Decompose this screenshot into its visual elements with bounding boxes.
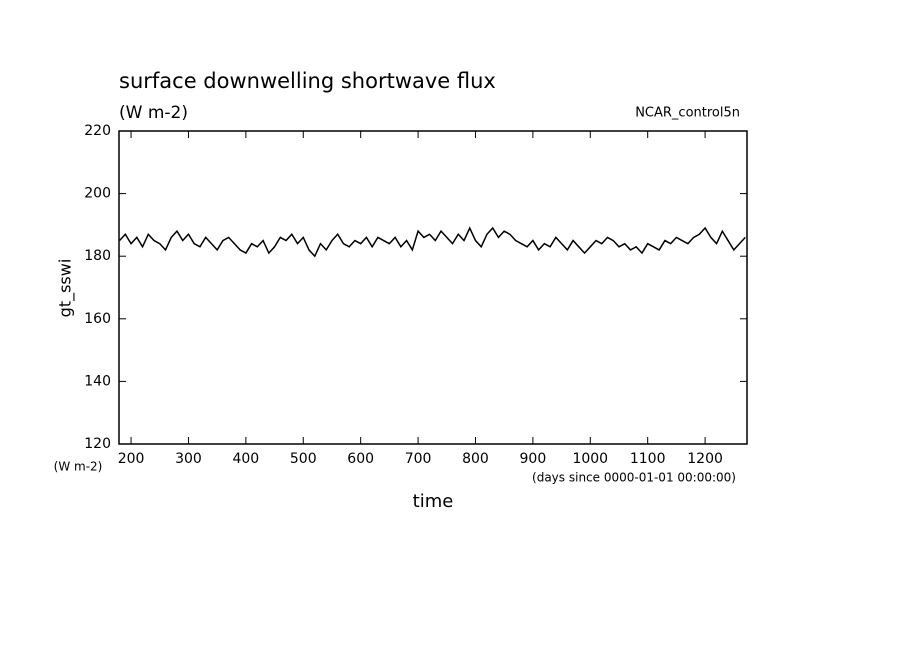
chart-title: surface downwelling shortwave flux: [119, 69, 496, 93]
x-tick-label: 1200: [687, 451, 723, 467]
x-axis-label: time: [413, 491, 454, 512]
x-tick-label: 1000: [572, 451, 608, 467]
y-tick-label: 200: [84, 186, 111, 202]
chart-subtitle: (W m-2): [119, 103, 188, 123]
y-tick-label: 140: [84, 373, 111, 389]
x-tick-label: 400: [232, 451, 259, 467]
y-tick-label: 220: [84, 123, 111, 139]
x-axis-unit: (days since 0000-01-01 00:00:00): [532, 471, 736, 485]
y-axis-unit: (W m-2): [54, 460, 103, 474]
x-tick-label: 1100: [630, 451, 666, 467]
x-tick-label: 200: [118, 451, 145, 467]
y-axis-label: gt_sswi: [56, 259, 76, 318]
x-tick-label: 900: [520, 451, 547, 467]
annotation: NCAR_control5n: [635, 106, 740, 121]
x-tick-label: 800: [462, 451, 489, 467]
y-tick-label: 160: [84, 311, 111, 327]
x-tick-label: 500: [290, 451, 317, 467]
y-tick-label: 120: [84, 436, 111, 452]
x-tick-label: 700: [405, 451, 432, 467]
plot-frame: [118, 130, 748, 445]
x-tick-label: 600: [347, 451, 374, 467]
data-line: [119, 226, 746, 258]
y-tick-label: 180: [84, 248, 111, 264]
x-tick-label: 300: [175, 451, 202, 467]
